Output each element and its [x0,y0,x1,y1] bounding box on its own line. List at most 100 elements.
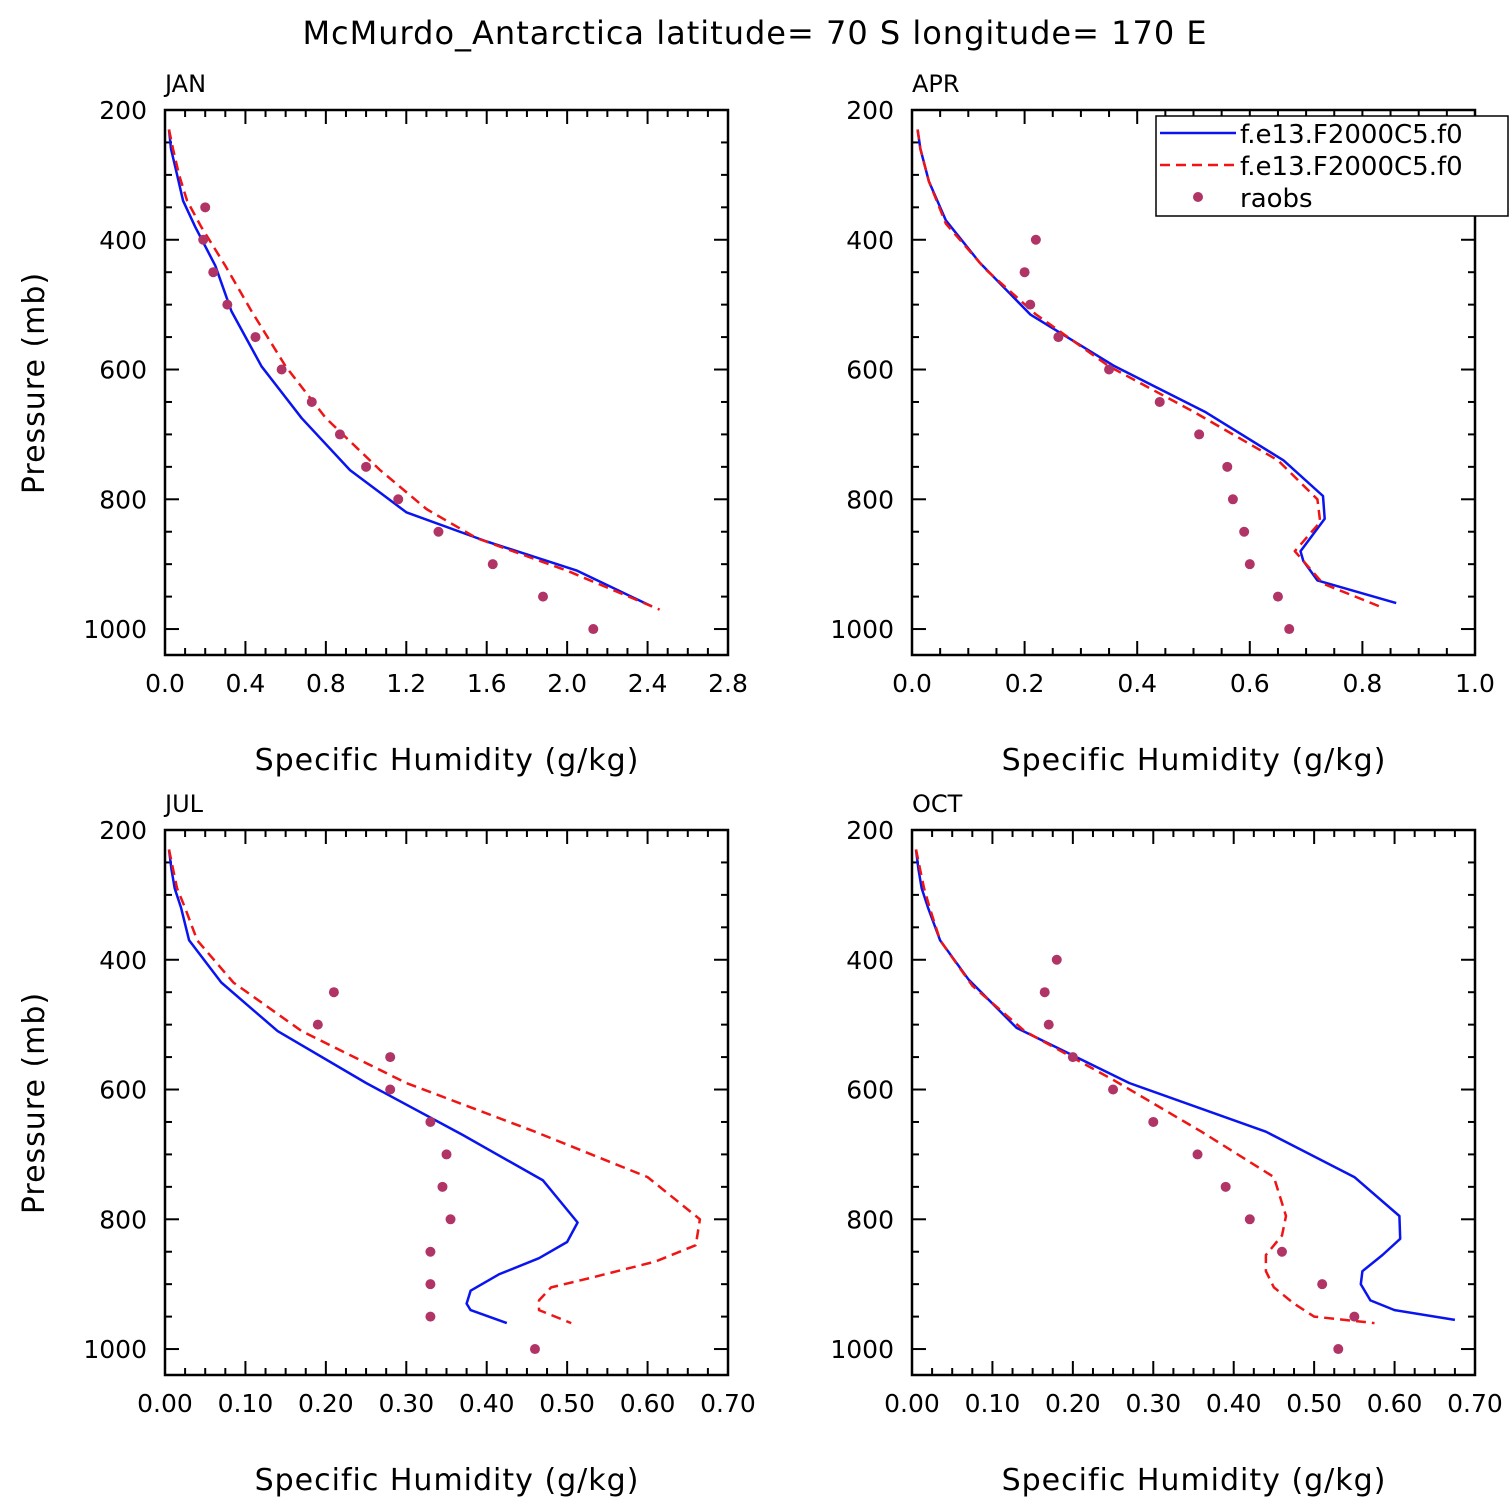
raobs-point [1039,987,1050,998]
x-tick-label: 0.60 [620,1389,676,1418]
plot-frame-oct [910,828,1477,1377]
x-tick-label: 0.00 [137,1389,193,1418]
x-tick-label: 0.40 [1206,1389,1262,1418]
y-tick-label: 400 [846,946,894,975]
x-tick-label: 0.60 [1367,1389,1423,1418]
raobs-point [198,234,209,245]
y-axis-title-jan: Pressure (mb) [17,272,52,494]
x-tick-label: 0.30 [1125,1389,1181,1418]
x-tick-label: 0.6 [1230,669,1270,698]
raobs-point [588,624,599,635]
raobs-point [1154,396,1165,407]
x-tick-label: 0.70 [700,1389,756,1418]
raobs-point [1222,461,1233,472]
raobs-point [328,987,339,998]
y-tick-label: 600 [846,1076,894,1105]
plot-frame-jan [163,108,730,657]
x-tick-label: 0.30 [378,1389,434,1418]
raobs-point [1284,624,1295,635]
panel-label-apr: APR [912,70,960,98]
x-tick-label: 0.2 [1005,669,1045,698]
series-dashed-line-apr [916,129,1380,608]
legend-label-2: f.e13.F2000C5.f0 [1240,152,1463,182]
x-tick-label: 1.2 [386,669,426,698]
y-tick-label: 200 [846,816,894,845]
raobs-point [1239,526,1250,537]
raobs-point [334,429,345,440]
y-tick-label: 800 [99,1205,147,1234]
raobs-point [361,461,372,472]
y-tick-label: 600 [99,356,147,385]
panel-label-jan: JAN [163,70,206,98]
panel-label-jul: JUL [163,790,204,818]
chart-title: McMurdo_Antarctica latitude= 70 S longit… [302,14,1207,52]
y-tick-label: 800 [99,485,147,514]
raobs-point [1317,1279,1328,1290]
y-axis-title-jul: Pressure (mb) [17,992,52,1214]
raobs-point [1192,1149,1203,1160]
x-tick-label: 0.50 [539,1389,595,1418]
x-tick-label: 0.10 [218,1389,274,1418]
x-tick-label: 0.40 [459,1389,515,1418]
y-tick-label: 400 [846,226,894,255]
raobs-point [445,1214,456,1225]
y-tick-label: 1000 [83,1335,147,1364]
raobs-point [1019,267,1030,278]
x-tick-label: 0.0 [892,669,932,698]
raobs-point [1108,1084,1119,1095]
raobs-point [529,1344,540,1355]
panel-oct: OCT Specific Humidity (g/kg) [912,790,1385,1498]
plot-jul: 0.00 0.10 0.20 0.30 0.40 0.50 0.60 0.70 200 400 60… [83,816,755,1418]
raobs-point [1030,234,1041,245]
raobs-point [1104,364,1115,375]
raobs-point [200,202,211,213]
x-tick-label: 0.70 [1447,1389,1503,1418]
y-tick-label: 1000 [830,615,894,644]
raobs-point [1220,1181,1231,1192]
x-tick-label: 0.20 [298,1389,354,1418]
raobs-point [1067,1052,1078,1063]
y-tick-label: 200 [99,816,147,845]
plot-jan: 0.0 0.4 0.8 1.2 1.6 2.0 2.4 2.8 200 400 600 800 1000 [83,96,748,698]
y-tick-label: 800 [846,1205,894,1234]
series-dashed-line-jan [167,129,661,611]
raobs-point [385,1052,396,1063]
raobs-point [433,526,444,537]
raobs-point [306,396,317,407]
x-tick-label: 1.0 [1455,669,1495,698]
x-axis-title-jul: Specific Humidity (g/kg) [255,1463,640,1498]
raobs-point [1053,332,1064,343]
raobs-point [393,494,404,505]
plot-oct: 0.00 0.10 0.20 0.30 0.40 0.50 0.60 0.70 200 400 60… [830,816,1502,1418]
panel-apr: APR Specific Humidity (g/kg) [912,70,1385,778]
raobs-point [1276,1246,1287,1257]
raobs-point [1148,1116,1159,1127]
x-tick-label: 0.10 [965,1389,1021,1418]
x-tick-label: 0.4 [226,669,266,698]
x-tick-label: 0.0 [145,669,185,698]
y-tick-label: 800 [846,485,894,514]
legend: f.e13.F2000C5.f0 f.e13.F2000C5.f0 raobs [1155,115,1509,217]
raobs-point [1194,429,1205,440]
raobs-point [425,1246,436,1257]
y-tick-label: 1000 [83,615,147,644]
raobs-point [222,299,233,310]
raobs-point [1244,1214,1255,1225]
raobs-point [1333,1344,1344,1355]
plot-frame-jul [163,828,730,1377]
raobs-point [437,1181,448,1192]
series-dashed-line-jul [167,849,702,1325]
y-tick-label: 400 [99,226,147,255]
x-tick-label: 2.4 [628,669,668,698]
y-tick-label: 200 [846,96,894,125]
x-tick-label: 2.8 [708,669,748,698]
x-tick-label: 0.00 [884,1389,940,1418]
x-tick-label: 0.50 [1286,1389,1342,1418]
x-tick-label: 0.20 [1045,1389,1101,1418]
y-tick-label: 1000 [830,1335,894,1364]
raobs-point [276,364,287,375]
raobs-point [312,1019,323,1030]
raobs-point [1043,1019,1054,1030]
raobs-point [1051,954,1062,965]
